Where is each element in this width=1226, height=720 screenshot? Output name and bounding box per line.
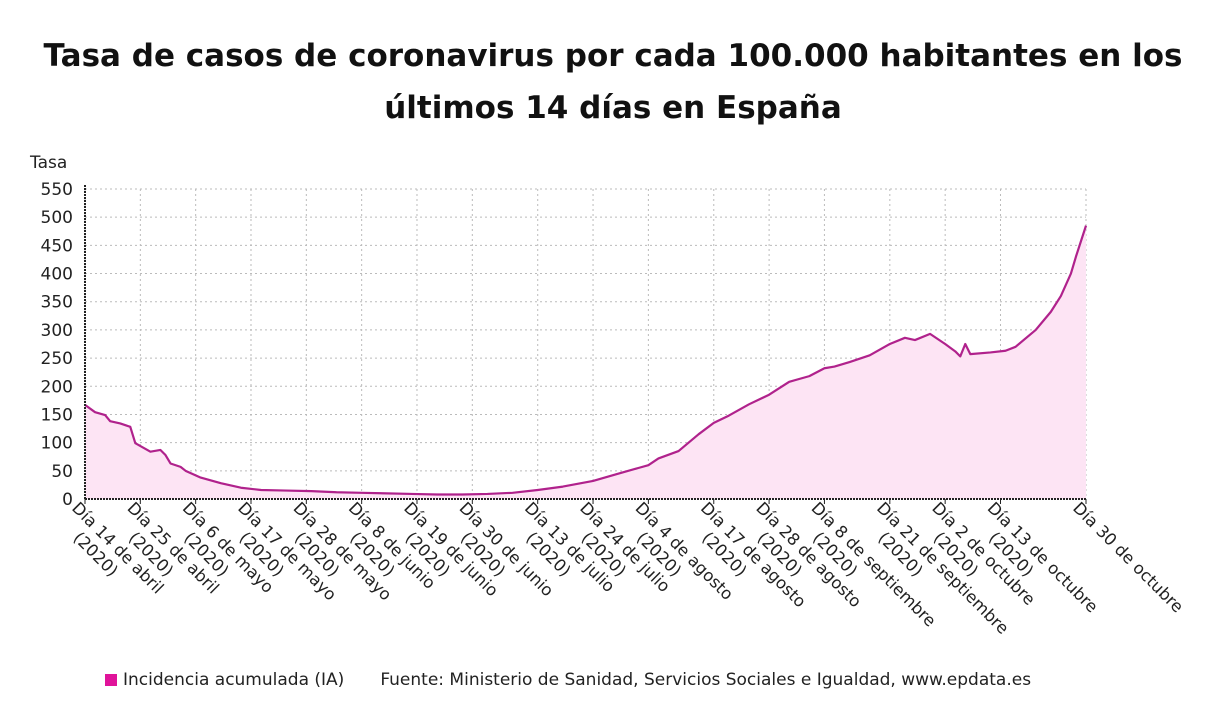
y-tick-label: 0 [62,490,73,510]
y-tick-label: 550 [41,180,73,200]
source-text: Fuente: Ministerio de Sanidad, Servicios… [380,670,1032,690]
series-area [84,225,1088,500]
legend-label: Incidencia acumulada (IA) [123,670,345,690]
series-line [84,225,1088,496]
y-tick-label: 350 [41,293,73,313]
axes [84,185,1087,504]
series-fill [85,225,1086,500]
chart-title: Tasa de casos de coronavirus por cada 10… [43,38,1183,126]
y-ticks: 0 50 100 150 200 250 300 350 400 450 500 550 [41,180,73,510]
y-tick-label: 450 [41,236,73,256]
y-tick-label: 100 [41,434,73,454]
y-tick-label: 300 [41,321,73,341]
x-ticks: Día 14 de abril(2020) Día 25 de abril(202… [68,498,1187,638]
y-tick-label: 400 [41,265,73,285]
y-tick-label: 500 [41,208,73,228]
legend-swatch [105,674,117,686]
y-axis-label: Tasa [29,153,67,173]
y-tick-label: 50 [51,462,73,482]
y-tick-label: 250 [41,349,73,369]
footer: Incidencia acumulada (IA) Fuente: Minist… [105,670,1031,690]
y-tick-label: 200 [41,377,73,397]
y-tick-label: 150 [41,405,73,425]
